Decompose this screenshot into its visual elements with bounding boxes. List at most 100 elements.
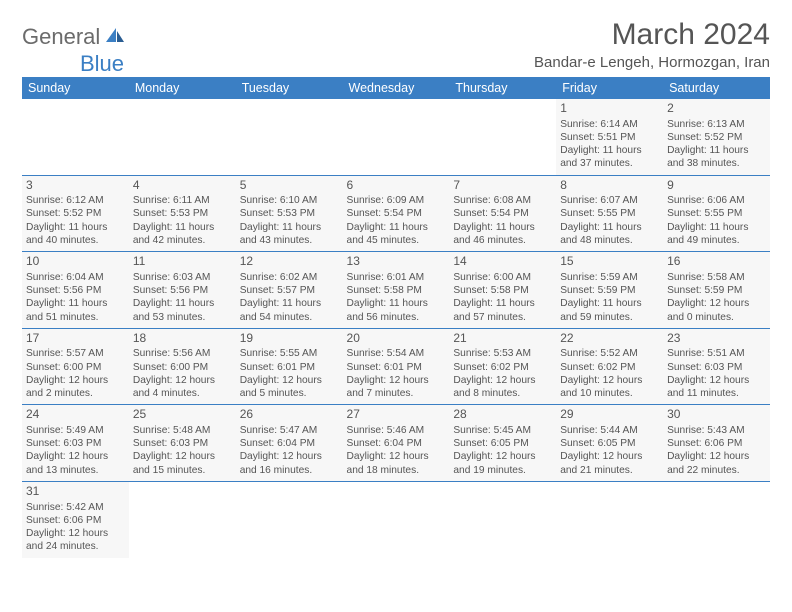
daylight-text: Daylight: 12 hours and 16 minutes.	[240, 450, 339, 477]
calendar-day-cell: 22Sunrise: 5:52 AMSunset: 6:02 PMDayligh…	[556, 328, 663, 405]
calendar-day-cell: 20Sunrise: 5:54 AMSunset: 6:01 PMDayligh…	[343, 328, 450, 405]
logo-text-blue: Blue	[80, 51, 124, 77]
daylight-text: Daylight: 12 hours and 11 minutes.	[667, 374, 766, 401]
weekday-header: Friday	[556, 77, 663, 99]
calendar-week-row: 3Sunrise: 6:12 AMSunset: 5:52 PMDaylight…	[22, 175, 770, 252]
sunset-text: Sunset: 5:58 PM	[347, 284, 446, 297]
daylight-text: Daylight: 12 hours and 24 minutes.	[26, 527, 125, 554]
sunset-text: Sunset: 5:53 PM	[240, 207, 339, 220]
calendar-day-cell	[236, 481, 343, 557]
weekday-header: Thursday	[449, 77, 556, 99]
calendar-day-cell: 16Sunrise: 5:58 AMSunset: 5:59 PMDayligh…	[663, 252, 770, 329]
sunrise-text: Sunrise: 5:46 AM	[347, 424, 446, 437]
day-number: 21	[453, 331, 552, 347]
calendar-day-cell: 5Sunrise: 6:10 AMSunset: 5:53 PMDaylight…	[236, 175, 343, 252]
calendar-table: Sunday Monday Tuesday Wednesday Thursday…	[22, 77, 770, 558]
calendar-week-row: 1Sunrise: 6:14 AMSunset: 5:51 PMDaylight…	[22, 99, 770, 175]
sunset-text: Sunset: 6:02 PM	[560, 361, 659, 374]
month-title: March 2024	[534, 18, 770, 52]
day-number: 13	[347, 254, 446, 270]
sunrise-text: Sunrise: 5:45 AM	[453, 424, 552, 437]
sunrise-text: Sunrise: 6:01 AM	[347, 271, 446, 284]
sunrise-text: Sunrise: 5:48 AM	[133, 424, 232, 437]
daylight-text: Daylight: 11 hours and 45 minutes.	[347, 221, 446, 248]
sunset-text: Sunset: 6:02 PM	[453, 361, 552, 374]
daylight-text: Daylight: 11 hours and 57 minutes.	[453, 297, 552, 324]
sunrise-text: Sunrise: 6:04 AM	[26, 271, 125, 284]
sunrise-text: Sunrise: 5:43 AM	[667, 424, 766, 437]
daylight-text: Daylight: 11 hours and 56 minutes.	[347, 297, 446, 324]
calendar-day-cell: 13Sunrise: 6:01 AMSunset: 5:58 PMDayligh…	[343, 252, 450, 329]
day-number: 24	[26, 407, 125, 423]
day-number: 18	[133, 331, 232, 347]
day-number: 17	[26, 331, 125, 347]
sunrise-text: Sunrise: 6:09 AM	[347, 194, 446, 207]
sunrise-text: Sunrise: 6:07 AM	[560, 194, 659, 207]
day-number: 27	[347, 407, 446, 423]
daylight-text: Daylight: 11 hours and 38 minutes.	[667, 144, 766, 171]
daylight-text: Daylight: 11 hours and 46 minutes.	[453, 221, 552, 248]
sunrise-text: Sunrise: 6:02 AM	[240, 271, 339, 284]
sunset-text: Sunset: 5:56 PM	[133, 284, 232, 297]
calendar-day-cell: 8Sunrise: 6:07 AMSunset: 5:55 PMDaylight…	[556, 175, 663, 252]
logo-text-general: General	[22, 24, 100, 50]
sunset-text: Sunset: 6:00 PM	[26, 361, 125, 374]
daylight-text: Daylight: 11 hours and 49 minutes.	[667, 221, 766, 248]
sunset-text: Sunset: 6:06 PM	[26, 514, 125, 527]
weekday-header: Saturday	[663, 77, 770, 99]
sunset-text: Sunset: 5:52 PM	[667, 131, 766, 144]
daylight-text: Daylight: 12 hours and 2 minutes.	[26, 374, 125, 401]
sunrise-text: Sunrise: 5:49 AM	[26, 424, 125, 437]
sunrise-text: Sunrise: 5:53 AM	[453, 347, 552, 360]
sunset-text: Sunset: 5:58 PM	[453, 284, 552, 297]
calendar-day-cell: 25Sunrise: 5:48 AMSunset: 6:03 PMDayligh…	[129, 405, 236, 482]
sunrise-text: Sunrise: 6:11 AM	[133, 194, 232, 207]
day-number: 1	[560, 101, 659, 117]
sunrise-text: Sunrise: 5:56 AM	[133, 347, 232, 360]
sunrise-text: Sunrise: 5:52 AM	[560, 347, 659, 360]
calendar-day-cell	[556, 481, 663, 557]
location: Bandar-e Lengeh, Hormozgan, Iran	[534, 54, 770, 71]
day-number: 3	[26, 178, 125, 194]
day-number: 12	[240, 254, 339, 270]
day-number: 11	[133, 254, 232, 270]
day-number: 23	[667, 331, 766, 347]
daylight-text: Daylight: 11 hours and 59 minutes.	[560, 297, 659, 324]
sunset-text: Sunset: 6:01 PM	[240, 361, 339, 374]
sunrise-text: Sunrise: 5:54 AM	[347, 347, 446, 360]
calendar-day-cell: 7Sunrise: 6:08 AMSunset: 5:54 PMDaylight…	[449, 175, 556, 252]
day-number: 22	[560, 331, 659, 347]
sunset-text: Sunset: 6:05 PM	[560, 437, 659, 450]
day-number: 31	[26, 484, 125, 500]
sunset-text: Sunset: 5:55 PM	[560, 207, 659, 220]
calendar-day-cell: 14Sunrise: 6:00 AMSunset: 5:58 PMDayligh…	[449, 252, 556, 329]
day-number: 2	[667, 101, 766, 117]
sunrise-text: Sunrise: 6:10 AM	[240, 194, 339, 207]
daylight-text: Daylight: 11 hours and 42 minutes.	[133, 221, 232, 248]
sunset-text: Sunset: 5:59 PM	[560, 284, 659, 297]
sunset-text: Sunset: 5:57 PM	[240, 284, 339, 297]
calendar-day-cell	[129, 99, 236, 175]
sunset-text: Sunset: 5:52 PM	[26, 207, 125, 220]
weekday-header: Sunday	[22, 77, 129, 99]
day-number: 14	[453, 254, 552, 270]
daylight-text: Daylight: 12 hours and 22 minutes.	[667, 450, 766, 477]
sunset-text: Sunset: 6:06 PM	[667, 437, 766, 450]
calendar-week-row: 31Sunrise: 5:42 AMSunset: 6:06 PMDayligh…	[22, 481, 770, 557]
calendar-day-cell	[449, 99, 556, 175]
weekday-header-row: Sunday Monday Tuesday Wednesday Thursday…	[22, 77, 770, 99]
calendar-week-row: 10Sunrise: 6:04 AMSunset: 5:56 PMDayligh…	[22, 252, 770, 329]
sunrise-text: Sunrise: 5:44 AM	[560, 424, 659, 437]
sunset-text: Sunset: 5:53 PM	[133, 207, 232, 220]
calendar-day-cell: 27Sunrise: 5:46 AMSunset: 6:04 PMDayligh…	[343, 405, 450, 482]
daylight-text: Daylight: 11 hours and 43 minutes.	[240, 221, 339, 248]
day-number: 7	[453, 178, 552, 194]
sunset-text: Sunset: 5:59 PM	[667, 284, 766, 297]
sunrise-text: Sunrise: 6:13 AM	[667, 118, 766, 131]
sunrise-text: Sunrise: 5:55 AM	[240, 347, 339, 360]
calendar-day-cell: 11Sunrise: 6:03 AMSunset: 5:56 PMDayligh…	[129, 252, 236, 329]
daylight-text: Daylight: 11 hours and 53 minutes.	[133, 297, 232, 324]
calendar-day-cell: 9Sunrise: 6:06 AMSunset: 5:55 PMDaylight…	[663, 175, 770, 252]
calendar-day-cell: 28Sunrise: 5:45 AMSunset: 6:05 PMDayligh…	[449, 405, 556, 482]
weekday-header: Monday	[129, 77, 236, 99]
